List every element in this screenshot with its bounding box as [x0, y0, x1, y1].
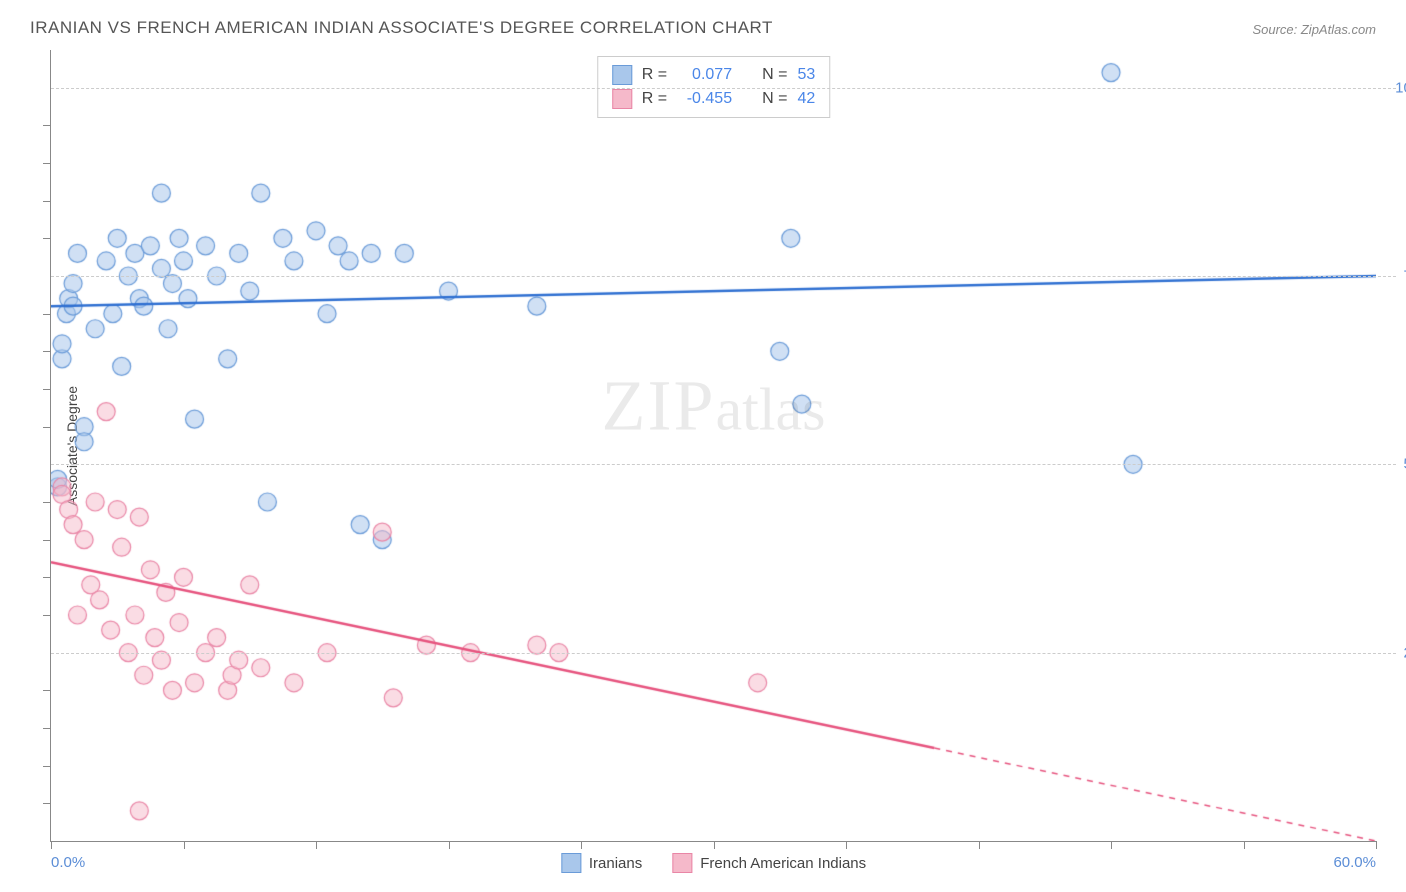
x-tick: [1244, 841, 1245, 849]
gridline-h: [51, 653, 1396, 654]
y-tick-minor: [43, 201, 51, 202]
x-tick: [979, 841, 980, 849]
y-tick-minor: [43, 728, 51, 729]
y-tick-minor: [43, 577, 51, 578]
y-tick-minor: [43, 690, 51, 691]
n-value-1: 53: [797, 66, 815, 84]
chart-container: IRANIAN VS FRENCH AMERICAN INDIAN ASSOCI…: [0, 0, 1406, 892]
n-prefix: N =: [762, 66, 787, 84]
swatch-series-2: [612, 89, 632, 109]
x-tick: [184, 841, 185, 849]
legend-item-series-2: French American Indians: [672, 853, 866, 873]
series-legend: Iranians French American Indians: [561, 853, 866, 873]
x-tick: [449, 841, 450, 849]
y-tick-minor: [43, 389, 51, 390]
series-1-label: Iranians: [589, 855, 642, 872]
y-tick-minor: [43, 615, 51, 616]
x-tick: [1111, 841, 1112, 849]
scatter-canvas: [51, 50, 1376, 841]
swatch-series-1: [612, 65, 632, 85]
x-tick-label: 60.0%: [1333, 854, 1376, 871]
y-tick-label: 100.0%: [1395, 79, 1406, 96]
x-tick: [316, 841, 317, 849]
series-2-label: French American Indians: [700, 855, 866, 872]
y-tick-minor: [43, 803, 51, 804]
gridline-h: [51, 464, 1396, 465]
source-label: Source: ZipAtlas.com: [1252, 22, 1376, 37]
r-prefix: R =: [642, 90, 667, 108]
swatch-series-2: [672, 853, 692, 873]
legend-row-series-1: R = 0.077 N = 53: [612, 63, 815, 87]
y-tick-minor: [43, 502, 51, 503]
r-value-1: 0.077: [677, 66, 732, 84]
legend-item-series-1: Iranians: [561, 853, 642, 873]
x-tick: [846, 841, 847, 849]
x-tick-label: 0.0%: [51, 854, 85, 871]
y-tick-minor: [43, 351, 51, 352]
y-tick-minor: [43, 163, 51, 164]
n-prefix: N =: [762, 90, 787, 108]
y-tick-minor: [43, 314, 51, 315]
x-tick: [714, 841, 715, 849]
y-tick-minor: [43, 125, 51, 126]
n-value-2: 42: [797, 90, 815, 108]
chart-title: IRANIAN VS FRENCH AMERICAN INDIAN ASSOCI…: [30, 18, 773, 38]
x-tick: [581, 841, 582, 849]
x-tick: [1376, 841, 1377, 849]
y-tick-minor: [43, 238, 51, 239]
x-tick: [51, 841, 52, 849]
r-prefix: R =: [642, 66, 667, 84]
y-tick-minor: [43, 540, 51, 541]
plot-area: ZIPatlas R = 0.077 N = 53 R = -0.455 N =…: [50, 50, 1376, 842]
legend-row-series-2: R = -0.455 N = 42: [612, 87, 815, 111]
gridline-h: [51, 276, 1396, 277]
y-tick-minor: [43, 766, 51, 767]
gridline-h: [51, 88, 1396, 89]
swatch-series-1: [561, 853, 581, 873]
y-tick-minor: [43, 427, 51, 428]
r-value-2: -0.455: [677, 90, 732, 108]
